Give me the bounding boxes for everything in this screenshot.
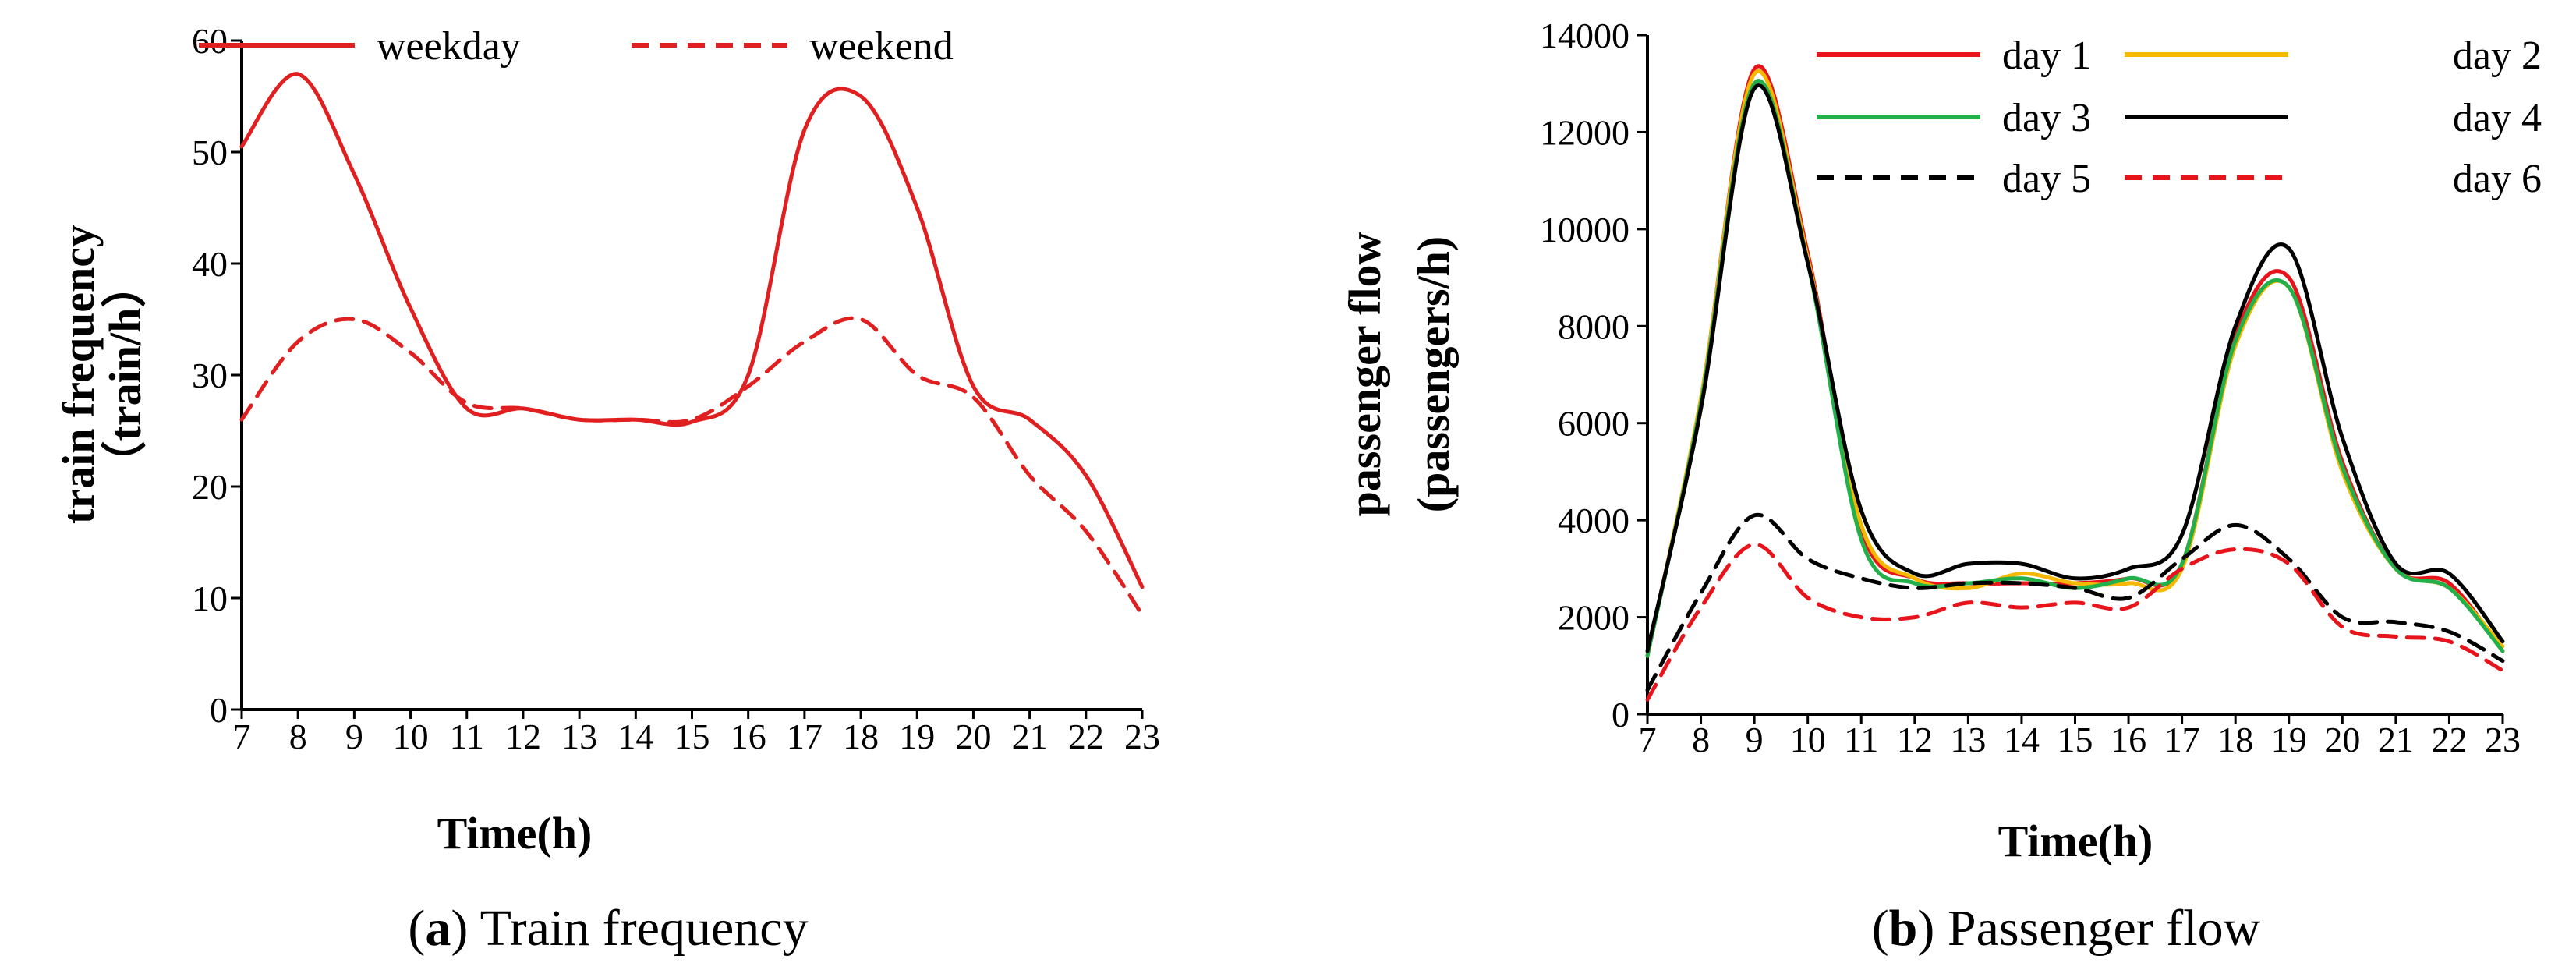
y-tick-label: 14000 [1540,16,1629,55]
x-tick-label: 18 [2217,720,2253,759]
x-tick-label: 7 [233,717,251,756]
series-line-day-1 [1645,64,2505,658]
x-tick-label: 14 [617,717,653,756]
panel-caption: (a) Train frequency [408,900,808,957]
x-tick-label: 21 [1012,717,1048,756]
y-tick-label: 40 [192,244,228,284]
caption-label: a [425,900,451,957]
y-axis-title: train frequency [53,225,104,524]
caption-text: ) Passenger flow [1917,900,2260,957]
x-axis-title: Time(h) [1998,816,2153,866]
y-tick-label: 60 [192,21,228,61]
y-tick-label: 0 [210,690,228,730]
series-line-day-6 [1645,542,2505,702]
x-tick-label: 16 [2111,720,2146,759]
legend-label-weekend: weekend [809,24,954,69]
legend-label-day-2: day 2 [2453,34,2542,78]
y-tick-label: 20 [192,467,228,507]
legend-label-weekday: weekday [377,24,521,69]
x-tick-label: 10 [1790,720,1826,759]
x-tick-label: 14 [2004,720,2040,759]
x-tick-label: 20 [955,717,991,756]
x-tick-label: 19 [899,717,935,756]
caption-paren-open: ( [1872,900,1889,957]
caption-label: b [1889,900,1918,957]
panel-caption: (b) Passenger flow [1872,900,2261,957]
x-tick-label: 23 [1124,717,1160,756]
y-axis-title: passenger flow [1339,232,1390,517]
x-tick-label: 18 [843,717,879,756]
y-axis-unit: （train/h） [100,263,150,487]
x-tick-label: 19 [2271,720,2307,759]
x-tick-label: 13 [561,717,597,756]
x-tick-label: 10 [393,717,429,756]
x-tick-label: 7 [1639,720,1657,759]
panel-b-passenger-flow-chart: 0 2000 4000 6000 8000 10000 12000 14000 7 8 9 10 11 1… [1339,16,2542,957]
x-axis-title: Time(h) [437,808,593,858]
caption-text: ) Train frequency [451,900,808,957]
legend-label-day-4: day 4 [2453,96,2542,140]
series-line-weekday [239,72,1145,589]
x-tick-label: 11 [1844,720,1878,759]
y-tick-label: 8000 [1558,306,1629,346]
x-tick-label: 20 [2324,720,2360,759]
y-axis-unit: (passengers/h) [1408,236,1459,512]
x-tick-label: 15 [674,717,710,756]
x-tick-label: 12 [1897,720,1933,759]
x-tick-label: 9 [1746,720,1764,759]
x-tick-label: 9 [345,717,363,756]
y-tick-label: 30 [192,356,228,395]
y-tick-label: 12000 [1540,112,1629,152]
x-tick-label: 8 [1692,720,1710,759]
x-tick-label: 16 [731,717,766,756]
x-tick-label: 22 [1068,717,1104,756]
y-tick-label: 0 [1612,695,1629,735]
legend-label-day-1: day 1 [2002,34,2091,78]
y-tick-label: 2000 [1558,598,1629,638]
y-tick-label: 4000 [1558,501,1629,540]
series-line-day-5 [1645,512,2505,692]
legend-label-day-5: day 5 [2002,157,2091,201]
x-tick-label: 11 [450,717,484,756]
y-tick-label: 50 [192,133,228,172]
legend-label-day-6: day 6 [2453,157,2542,201]
x-tick-label: 17 [2164,720,2200,759]
x-tick-label: 21 [2378,720,2414,759]
legend-label-day-3: day 3 [2002,96,2091,140]
x-tick-label: 12 [505,717,541,756]
series-line-weekend [239,316,1145,617]
panel-a-train-frequency-chart: 0 10 20 30 40 50 60 7 8 9 10 11 12 13 14 15 16 17 18 19 20 21… [53,21,1160,957]
y-tick-label: 6000 [1558,404,1629,444]
caption-paren-open: ( [408,900,425,957]
x-tick-label: 8 [289,717,307,756]
x-tick-label: 13 [1950,720,1986,759]
x-tick-label: 17 [787,717,823,756]
x-tick-label: 22 [2431,720,2467,759]
x-tick-label: 15 [2058,720,2093,759]
series-line-day-4 [1645,83,2505,653]
y-tick-label: 10 [192,579,228,618]
x-tick-label: 23 [2485,720,2521,759]
y-tick-label: 10000 [1540,210,1629,250]
